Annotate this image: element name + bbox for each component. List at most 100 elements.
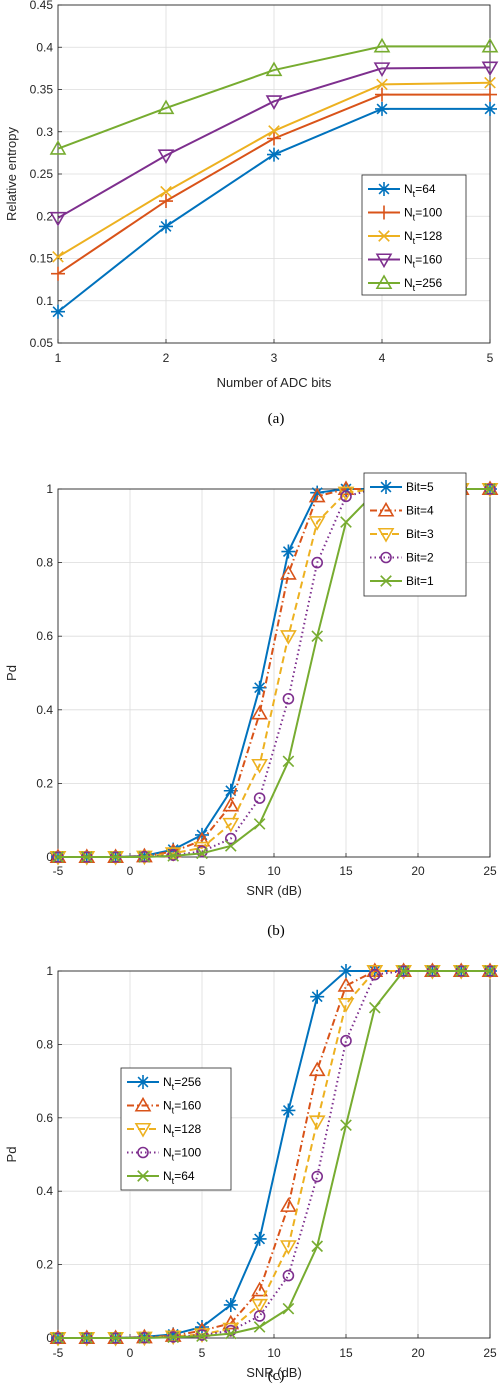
series-line <box>58 970 490 1339</box>
x-tick-label: -5 <box>53 1346 64 1360</box>
y-axis-label: Pd <box>4 1147 19 1163</box>
circle-marker <box>253 792 266 804</box>
x-marker <box>376 78 388 91</box>
x-axis-label: Number of ADC bits <box>217 375 332 390</box>
y-tick-label: 0.4 <box>36 703 53 717</box>
triangle-down-marker <box>280 630 297 645</box>
y-tick-label: 0.35 <box>30 83 54 97</box>
x-marker <box>484 483 496 495</box>
x-marker <box>137 1170 149 1182</box>
circle-marker <box>340 490 352 503</box>
x-tick-label: 10 <box>267 1346 281 1360</box>
triangle-up-marker <box>49 140 67 155</box>
y-tick-label: 0.05 <box>30 336 54 350</box>
legend-label-subscript: t <box>413 189 416 199</box>
legend-label-main: Bit=4 <box>406 504 434 518</box>
triangle-up-marker <box>375 274 393 290</box>
x-marker <box>426 965 439 977</box>
asterisk-marker <box>379 480 393 494</box>
x-marker <box>282 1302 295 1315</box>
asterisk-marker <box>51 304 65 319</box>
x-marker <box>167 1331 180 1344</box>
legend-label: Bit=3 <box>406 527 434 541</box>
x-marker <box>224 1327 237 1340</box>
legend: Bit=5 Bit=4 Bit=3 Bit=2 Bit=1 <box>363 472 467 597</box>
circle-marker <box>380 551 392 564</box>
legend-label: Nt=256 <box>163 1075 202 1092</box>
x-marker <box>52 250 64 263</box>
circle-marker <box>282 692 295 705</box>
legend-label-main: N <box>163 1122 172 1136</box>
legend-label-subscript: t <box>413 236 416 246</box>
asterisk-marker <box>310 989 325 1004</box>
x-marker <box>253 818 266 830</box>
legend-label-subscript: t <box>172 1153 175 1163</box>
series-line <box>57 45 490 150</box>
legend-label: Nt=256 <box>404 276 443 293</box>
triangle-down-marker <box>222 817 240 833</box>
asterisk-marker <box>136 1075 150 1089</box>
x-marker <box>224 840 237 852</box>
triangle-up-marker <box>373 37 391 53</box>
legend-label-suffix: =128 <box>174 1122 201 1136</box>
y-tick-label: 0.2 <box>36 1258 53 1272</box>
legend-label-main: Bit=5 <box>406 480 434 494</box>
axes-box <box>57 4 491 344</box>
legend-label: Bit=1 <box>406 574 434 588</box>
x-marker <box>253 1321 266 1333</box>
x-tick-label: 5 <box>199 1346 206 1360</box>
legend-label-subscript: t <box>413 260 416 270</box>
triangle-down-marker <box>251 1298 268 1314</box>
legend-label-main: Bit=2 <box>406 551 434 565</box>
x-tick-label: 4 <box>379 351 386 365</box>
legend-label-suffix: =100 <box>174 1146 201 1160</box>
triangle-down-marker <box>280 1240 297 1255</box>
triangle-down-marker <box>308 516 326 531</box>
triangle-up-marker <box>164 1327 182 1342</box>
legend-label-main: N <box>404 182 413 196</box>
x-marker <box>52 851 64 863</box>
series-4 <box>52 965 496 1344</box>
triangle-down-marker <box>49 211 67 227</box>
asterisk-marker <box>252 680 267 695</box>
x-marker <box>196 847 208 860</box>
triangle-down-marker <box>308 1115 326 1131</box>
series-0 <box>51 101 497 319</box>
asterisk-marker <box>281 1103 296 1118</box>
x-marker <box>311 630 324 643</box>
y-tick-label: 0.4 <box>36 40 53 54</box>
x-marker <box>52 1332 64 1344</box>
y-tick-label: 0.6 <box>36 629 53 643</box>
legend-label-main: Bit=1 <box>406 574 434 588</box>
x-marker <box>484 76 496 89</box>
asterisk-marker <box>267 147 281 162</box>
legend-label-main: Bit=3 <box>406 527 434 541</box>
x-tick-label: 0 <box>127 864 134 878</box>
triangle-down-marker <box>375 253 393 269</box>
plus-marker <box>483 87 497 102</box>
legend-label: Nt=128 <box>163 1122 202 1139</box>
triangle-up-marker <box>280 565 297 580</box>
x-tick-label: 25 <box>483 1346 497 1360</box>
legend-label: Bit=5 <box>406 480 434 494</box>
legend-label-suffix: =160 <box>415 253 442 267</box>
triangle-up-marker <box>251 1281 268 1297</box>
legend-label-suffix: =128 <box>415 229 442 243</box>
y-axis-label: Relative entropy <box>4 127 19 221</box>
asterisk-marker <box>483 101 497 116</box>
x-tick-label: 10 <box>267 864 281 878</box>
triangle-up-marker <box>265 61 283 77</box>
circle-marker <box>311 1170 324 1183</box>
x-marker <box>109 851 122 863</box>
legend-label: Nt=128 <box>404 229 443 246</box>
asterisk-marker <box>166 1327 181 1342</box>
x-tick-label: 5 <box>487 351 494 365</box>
x-tick-label: 0 <box>127 1346 134 1360</box>
triangle-up-marker <box>308 487 326 503</box>
legend-label-suffix: =64 <box>174 1169 195 1183</box>
circle-marker <box>225 832 237 845</box>
y-tick-label: 0.6 <box>36 1111 53 1125</box>
x-marker <box>268 125 280 137</box>
